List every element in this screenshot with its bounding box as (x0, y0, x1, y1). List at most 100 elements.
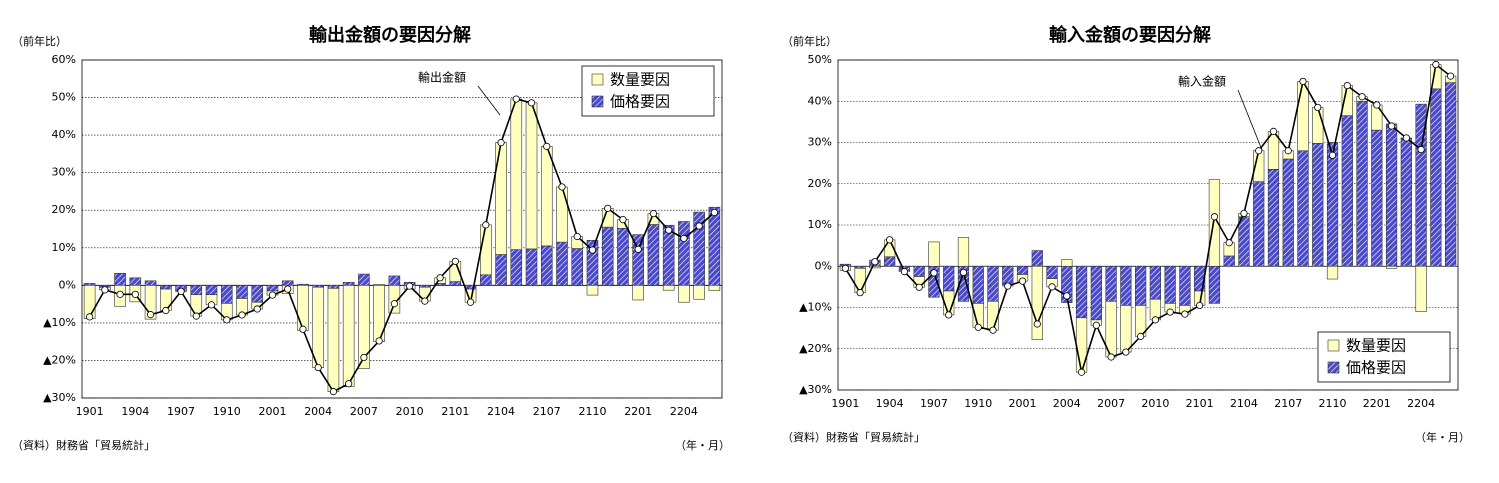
x-tick-label: 2104 (1230, 397, 1258, 410)
bar (525, 102, 538, 250)
point (223, 316, 231, 324)
point (1137, 332, 1145, 340)
point (1063, 292, 1071, 300)
bar (1445, 82, 1457, 267)
bar (987, 265, 999, 302)
point (482, 221, 490, 229)
legend-label: 価格要因 (610, 93, 670, 111)
x-tick-label: 2101 (441, 405, 469, 418)
plot-frame (81, 59, 723, 399)
point (329, 388, 338, 396)
x-axis-label: （年・月） (1415, 430, 1470, 444)
bar (957, 237, 970, 267)
bar (1326, 142, 1339, 267)
bar (1356, 100, 1368, 267)
point (959, 268, 968, 277)
point (299, 325, 307, 333)
x-tick-label: 2010 (1141, 397, 1169, 410)
bar (884, 256, 896, 267)
bar (388, 275, 401, 286)
point (1018, 277, 1027, 285)
point (604, 204, 612, 212)
point (162, 306, 170, 315)
point (390, 300, 398, 308)
bar (1090, 265, 1102, 321)
y-tick-label: ▲10% (799, 301, 832, 314)
point (1196, 301, 1204, 310)
bar (972, 265, 984, 304)
x-tick-label: 2104 (487, 405, 515, 418)
point (253, 305, 261, 313)
y-tick-label: 20% (52, 203, 76, 216)
point (1358, 93, 1366, 101)
y-tick-label: 50% (52, 91, 76, 104)
point (1387, 122, 1396, 130)
source: （資料）財務省「貿易統計」 (12, 438, 155, 452)
point (1151, 316, 1159, 324)
point (1077, 368, 1086, 376)
point (886, 236, 894, 244)
bar (205, 285, 218, 296)
point (665, 226, 673, 234)
bar (540, 146, 553, 247)
point (527, 99, 536, 107)
point (1284, 147, 1292, 155)
legend-label: 数量要因 (1346, 337, 1406, 355)
bar (236, 285, 248, 299)
bar (1075, 265, 1088, 319)
point (131, 290, 139, 298)
bar (358, 285, 370, 370)
y-tick-label: ▲10% (43, 316, 76, 329)
point (1314, 103, 1322, 112)
y-tick-label: 60% (52, 53, 76, 66)
bar (1267, 169, 1280, 267)
point (1328, 151, 1337, 159)
x-axis-label: （年・月） (675, 438, 730, 452)
point (1447, 72, 1455, 80)
bar (312, 286, 324, 368)
point (856, 289, 864, 297)
bar (144, 285, 157, 320)
annotation-leader (477, 85, 501, 116)
y-tick-label: ▲30% (799, 383, 832, 396)
bar (327, 285, 340, 289)
bar (1105, 265, 1117, 302)
y-tick-label: 40% (808, 94, 832, 107)
bar (1385, 265, 1398, 269)
x-tick-label: 2007 (350, 405, 378, 418)
source: （資料）財務省「貿易統計」 (782, 430, 925, 444)
bar (251, 285, 264, 303)
legend-swatch (591, 73, 604, 86)
bar (1223, 255, 1235, 267)
bar (220, 285, 233, 304)
bar (1208, 179, 1221, 267)
point (1343, 81, 1351, 90)
bar (1046, 265, 1058, 279)
y-tick-label: 20% (808, 177, 832, 190)
point (1092, 321, 1100, 329)
x-tick-label: 2201 (624, 405, 652, 418)
point (1210, 213, 1219, 221)
point (1240, 209, 1248, 218)
point (375, 337, 383, 345)
annotation: 輸入金額 (1178, 74, 1226, 89)
bar (1400, 138, 1412, 267)
x-tick-label: 1901 (76, 405, 104, 418)
point (558, 183, 566, 191)
chart-title: 輸出金額の要因分解 (309, 24, 471, 46)
point (619, 216, 627, 224)
y-tick-label: 0% (815, 259, 832, 272)
bar (571, 248, 584, 286)
point (1432, 60, 1440, 69)
bar (1385, 123, 1398, 267)
point (1166, 308, 1174, 316)
bar (1120, 305, 1132, 353)
y-axis-label: （前年比） (782, 34, 837, 48)
chart-title: 輸入金額の要因分解 (1049, 24, 1211, 46)
bar (693, 285, 705, 300)
point (974, 323, 982, 331)
x-tick-label: 1910 (213, 405, 241, 418)
bar (601, 226, 614, 286)
point (573, 232, 581, 241)
